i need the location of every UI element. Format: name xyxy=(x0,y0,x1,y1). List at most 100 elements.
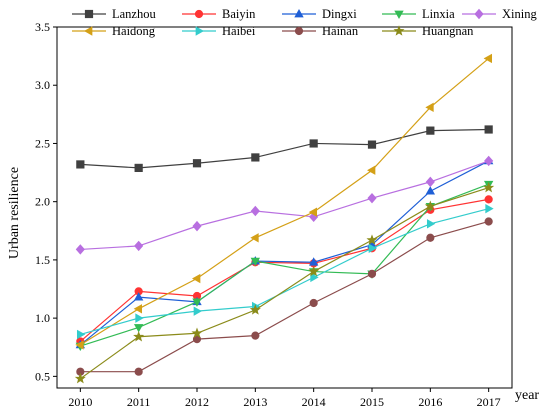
legend-marker xyxy=(84,9,94,19)
data-point-lanzhou xyxy=(134,163,143,173)
legend-item-xining: Xining xyxy=(462,7,537,21)
y-tick-label: 0.5 xyxy=(35,369,50,383)
data-point-linxia xyxy=(133,324,144,333)
data-point-huangnan xyxy=(191,327,203,338)
legend-item-dingxi: Dingxi xyxy=(282,7,357,21)
series-line-baiyin xyxy=(79,198,489,342)
y-axis-title: Urban resilience xyxy=(7,167,22,259)
data-point-huangnan xyxy=(249,304,261,315)
data-point-haibei xyxy=(310,272,319,283)
series-line-haibei xyxy=(80,208,489,336)
series-baiyin xyxy=(76,195,493,346)
data-point-hainan xyxy=(367,269,377,278)
data-point-hainan xyxy=(484,217,493,226)
x-tick-label: 2011 xyxy=(127,395,151,409)
series-line-huangnan xyxy=(79,187,489,380)
legend-label: Haidong xyxy=(112,24,156,38)
data-point-linxia xyxy=(250,257,261,267)
legend-label: Xining xyxy=(502,7,537,21)
y-tick-label: 1.0 xyxy=(35,311,50,325)
legend-marker xyxy=(393,25,405,36)
legend-label: Linxia xyxy=(422,7,455,21)
y-tick-label: 3.0 xyxy=(35,78,50,92)
data-point-xining xyxy=(484,155,494,167)
legend-item-baiyin: Baiyin xyxy=(182,7,256,21)
data-point-hainan xyxy=(134,367,143,376)
series-haidong xyxy=(75,53,493,350)
legend-label: Haibei xyxy=(222,24,256,38)
legend-item-huangnan: Huangnan xyxy=(382,24,474,38)
data-point-baiyin xyxy=(484,195,493,204)
x-tick-label: 2014 xyxy=(302,395,326,409)
series-lanzhou xyxy=(76,125,493,173)
data-point-lanzhou xyxy=(76,160,85,169)
data-point-dingxi xyxy=(308,257,319,266)
axes: 0.5 1.0 1.5 2.0 2.5 3.0 3.5 2010 2011 2012 2013 201… xyxy=(35,20,513,409)
legend-item-linxia: Linxia xyxy=(382,7,455,21)
data-point-hainan xyxy=(426,233,435,242)
data-point-haidong xyxy=(425,102,434,113)
data-point-lanzhou xyxy=(484,125,493,134)
series-haibei xyxy=(76,203,494,340)
x-tick-label: 2013 xyxy=(243,395,267,409)
data-point-haibei xyxy=(368,243,377,253)
data-point-xining xyxy=(367,192,377,204)
legend-item-lanzhou: Lanzhou xyxy=(72,7,156,21)
data-point-haidong xyxy=(308,207,318,217)
data-point-lanzhou xyxy=(309,139,318,148)
data-point-lanzhou xyxy=(367,140,377,149)
legend-marker xyxy=(195,26,204,36)
data-point-huangnan xyxy=(366,234,378,245)
legend-marker xyxy=(84,26,93,36)
legend-item-haidong: Haidong xyxy=(72,24,156,38)
legend-item-haibei: Haibei xyxy=(182,24,256,38)
legend-label: Huangnan xyxy=(422,24,474,38)
legend-marker xyxy=(294,9,304,18)
data-point-huangnan xyxy=(74,372,86,384)
data-point-haidong xyxy=(133,304,143,314)
x-axis-title: year xyxy=(515,388,539,403)
series-line-haidong xyxy=(80,57,490,346)
legend-label: Dingxi xyxy=(322,7,357,21)
data-point-xining xyxy=(250,205,260,217)
data-point-haibei xyxy=(485,203,494,214)
data-point-hainan xyxy=(251,331,260,340)
data-point-haidong xyxy=(367,165,376,175)
data-point-haidong xyxy=(75,340,84,350)
data-point-haibei xyxy=(193,306,202,316)
legend-marker xyxy=(474,8,484,20)
series-xining xyxy=(75,155,494,255)
legend-label: Lanzhou xyxy=(112,7,156,21)
series-huangnan xyxy=(74,181,495,384)
legend-marker xyxy=(294,26,304,36)
data-point-dingxi xyxy=(133,292,144,301)
data-point-xining xyxy=(134,240,144,252)
data-point-xining xyxy=(425,176,435,188)
series-line-linxia xyxy=(80,183,489,347)
x-tick-label: 2010 xyxy=(68,395,92,409)
y-tick-label: 3.5 xyxy=(35,20,50,34)
data-point-huangnan xyxy=(308,265,320,277)
x-tick-label: 2017 xyxy=(477,395,501,409)
series-line-xining xyxy=(80,160,489,251)
legend-label: Baiyin xyxy=(222,7,256,21)
series-line-hainan xyxy=(80,220,489,373)
data-point-dingxi xyxy=(425,186,436,195)
series-hainan xyxy=(76,217,493,376)
x-tick-label: 2016 xyxy=(418,395,442,409)
data-point-haidong xyxy=(250,233,259,243)
y-tick-label: 1.5 xyxy=(35,253,50,267)
legend-label: Hainan xyxy=(322,24,359,38)
data-point-haibei xyxy=(426,219,436,229)
y-tick-label: 2.5 xyxy=(35,136,50,150)
legend-marker xyxy=(194,9,204,19)
data-point-xining xyxy=(75,244,85,255)
plot-frame xyxy=(56,26,513,389)
data-point-haidong xyxy=(483,53,493,64)
series-line-lanzhou xyxy=(80,128,489,169)
data-point-huangnan xyxy=(483,181,495,193)
series-layer xyxy=(74,53,495,384)
data-point-haidong xyxy=(192,273,201,284)
data-point-huangnan xyxy=(424,200,436,212)
data-point-hainan xyxy=(309,298,318,308)
